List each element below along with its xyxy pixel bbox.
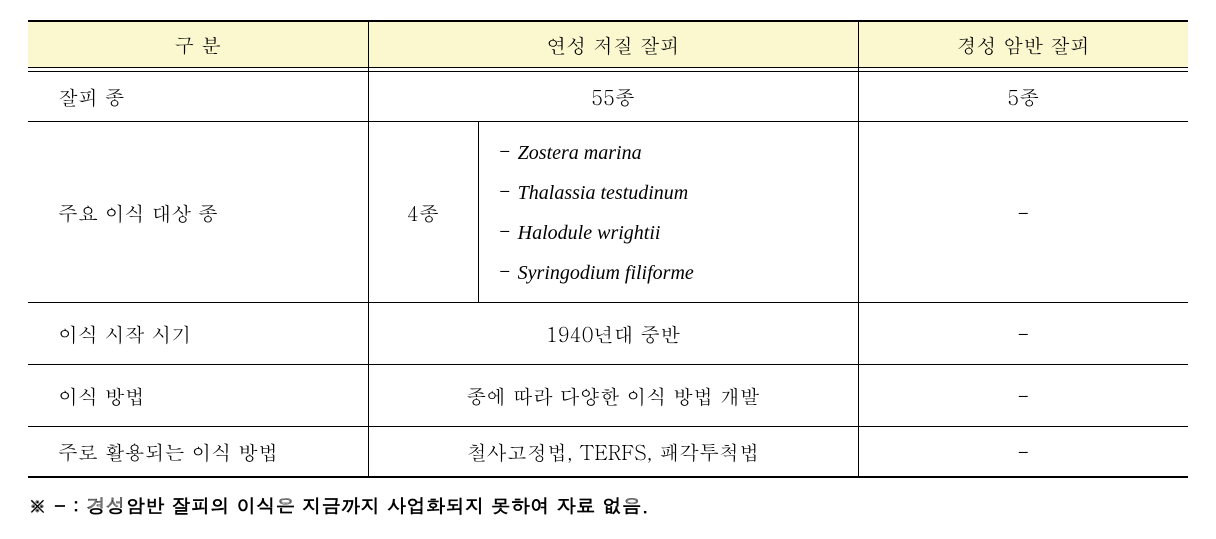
species-item-4: - Syringodium filiforme (499, 252, 852, 292)
dash-icon: - (499, 216, 512, 245)
species-name-4: Syringodium filiforme (518, 262, 694, 284)
table-header-row: 구 분 연성 저질 잘피 경성 암반 잘피 (28, 21, 1188, 68)
label-method: 이식 방법 (28, 365, 368, 427)
label-transplant-target: 주요 이식 대상 종 (28, 122, 368, 303)
species-item-2: - Thalassia testudinum (499, 172, 852, 212)
soft-start-period: 1940년대 중반 (368, 303, 858, 365)
row-species-count: 잘피 종 55종 5종 (28, 72, 1188, 122)
row-main-method: 주로 활용되는 이식 방법 철사고정법, TERFS, 패각투척법 - (28, 427, 1188, 478)
label-start-period: 이식 시작 시기 (28, 303, 368, 365)
species-name-1: Zostera marina (518, 142, 642, 164)
dash-icon: - (499, 256, 512, 285)
species-name-3: Halodule wrightii (518, 222, 661, 244)
hard-species-count: 5종 (858, 72, 1188, 122)
header-category: 구 분 (28, 21, 368, 68)
species-name-2: Thalassia testudinum (518, 182, 689, 204)
footnote-text: ※ - : 경성암반 잘피의 이식은 지금까지 사업화되지 못하여 자료 없음. (28, 492, 1188, 519)
hard-transplant-target: - (858, 122, 1188, 303)
soft-species-count: 55종 (368, 72, 858, 122)
hard-main-method: - (858, 427, 1188, 478)
seagrass-table: 구 분 연성 저질 잘피 경성 암반 잘피 잘피 종 55종 5종 주요 이식 … (28, 20, 1188, 478)
row-start-period: 이식 시작 시기 1940년대 중반 - (28, 303, 1188, 365)
header-soft: 연성 저질 잘피 (368, 21, 858, 68)
hard-start-period: - (858, 303, 1188, 365)
species-item-1: - Zostera marina (499, 132, 852, 172)
soft-main-method: 철사고정법, TERFS, 패각투척법 (368, 427, 858, 478)
label-main-method: 주로 활용되는 이식 방법 (28, 427, 368, 478)
header-hard: 경성 암반 잘피 (858, 21, 1188, 68)
hard-method: - (858, 365, 1188, 427)
label-species-count: 잘피 종 (28, 72, 368, 122)
row-transplant-target: 주요 이식 대상 종 4종 - Zostera marina - Thalass… (28, 122, 1188, 303)
species-item-3: - Halodule wrightii (499, 212, 852, 252)
soft-transplant-list: - Zostera marina - Thalassia testudinum … (478, 122, 858, 303)
row-method: 이식 방법 종에 따라 다양한 이식 방법 개발 - (28, 365, 1188, 427)
soft-transplant-count: 4종 (368, 122, 478, 303)
dash-icon: - (499, 176, 512, 205)
soft-method: 종에 따라 다양한 이식 방법 개발 (368, 365, 858, 427)
dash-icon: - (499, 136, 512, 165)
